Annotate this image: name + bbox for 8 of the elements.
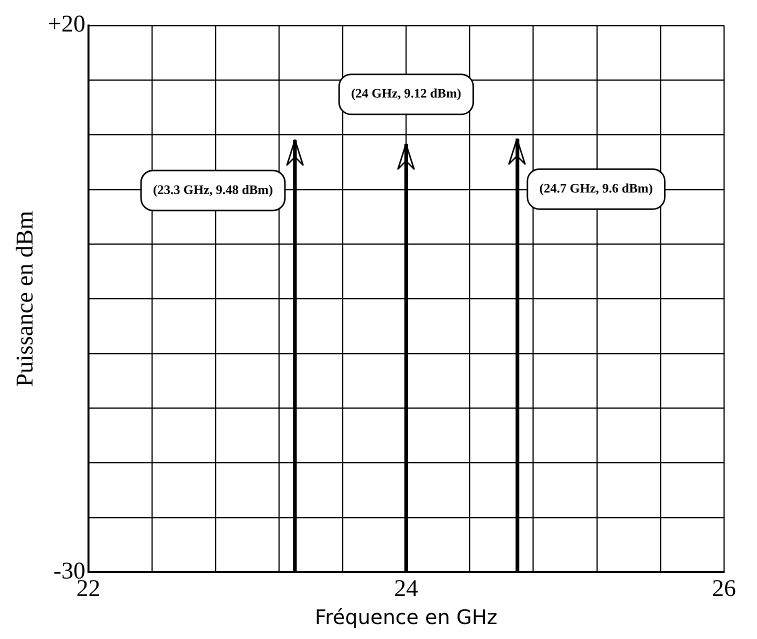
- x-tick-label: 24: [394, 576, 418, 602]
- annotation: (23.3 GHz, 9.48 dBm): [153, 182, 273, 197]
- x-tick-label: 26: [712, 576, 736, 602]
- annotation: (24 GHz, 9.12 dBm): [351, 86, 462, 101]
- y-axis-title: Puissance en dBm: [12, 210, 39, 387]
- annotation: (24.7 GHz, 9.6 dBm): [539, 180, 653, 196]
- x-axis-title: Fréquence en GHz: [314, 605, 498, 630]
- y-tick-label: +20: [48, 12, 86, 38]
